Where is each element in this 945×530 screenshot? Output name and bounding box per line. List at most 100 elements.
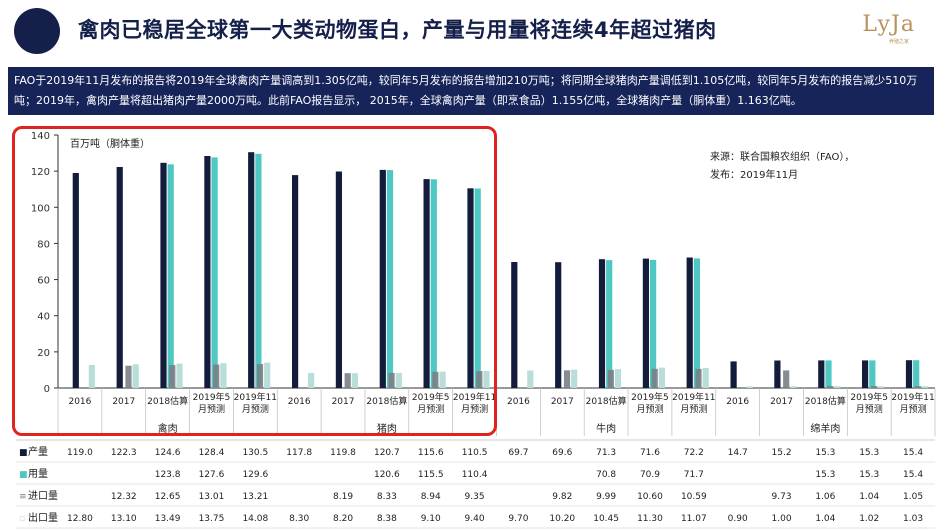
bar-用量: [869, 360, 876, 388]
table-cell: 10.20: [549, 514, 575, 524]
group-label: 猪肉: [377, 422, 397, 435]
table-cell: 110.4: [462, 470, 488, 480]
table-cell: 1.06: [815, 492, 835, 502]
table-cell: 71.6: [640, 448, 660, 458]
bar-进口量: [607, 369, 614, 388]
table-cell: 1.03: [903, 514, 923, 524]
table-cell: 9.40: [465, 514, 485, 524]
table-cell: 9.82: [552, 492, 572, 502]
table-cell: 115.5: [418, 470, 444, 480]
category-label: 2017: [332, 397, 355, 407]
bar-产量: [423, 179, 430, 388]
bar-产量: [511, 262, 518, 388]
bar-用量: [825, 360, 832, 388]
bar-进口量: [213, 364, 220, 388]
table-cell: 14.7: [728, 448, 748, 458]
table-cell: 8.38: [377, 514, 397, 524]
category-label: 月预测: [242, 404, 269, 415]
category-label: 2019年5: [631, 391, 669, 403]
table-cell: 0.90: [728, 514, 748, 524]
bar-用量: [474, 188, 481, 388]
bar-用量: [913, 360, 920, 388]
bar-出口量: [527, 370, 534, 388]
bar-进口量: [827, 386, 834, 388]
table-cell: 122.3: [111, 448, 137, 458]
table-cell: 72.2: [684, 448, 704, 458]
table-cell: 15.3: [815, 470, 835, 480]
bar-产量: [598, 259, 606, 388]
table-cell: 120.7: [374, 448, 400, 458]
bar-出口量: [88, 364, 95, 388]
table-cell: 14.08: [242, 514, 268, 524]
table-cell: 10.45: [593, 514, 619, 524]
table-cell: 117.8: [286, 448, 312, 458]
bar-产量: [204, 156, 211, 388]
table-cell: 1.05: [903, 492, 923, 502]
bar-出口量: [658, 367, 665, 388]
table-row-label: 产量: [28, 445, 48, 458]
table-cell: 123.8: [155, 470, 181, 480]
page-title: 禽肉已稳居全球第一大类动物蛋白，产量与用量将连续4年超过猪肉: [78, 18, 717, 42]
category-label: 2017: [770, 397, 793, 407]
table-cell: 15.2: [772, 448, 792, 458]
bar-产量: [905, 360, 913, 388]
table-cell: 1.04: [859, 492, 879, 502]
table-cell: 130.5: [242, 448, 268, 458]
table-row-label: 进口量: [28, 490, 58, 502]
bar-产量: [335, 171, 342, 388]
y-tick-label: 0: [44, 384, 50, 395]
group-label: 禽肉: [158, 422, 178, 435]
category-label: 月预测: [900, 404, 927, 415]
table-cell: 70.9: [640, 470, 660, 480]
table-cell: 1.00: [772, 514, 792, 524]
category-label: 月预测: [417, 404, 444, 415]
table-cell: 15.4: [903, 448, 923, 458]
table-cell: 71.7: [684, 470, 704, 480]
bar-出口量: [834, 386, 841, 388]
table-cell: 15.3: [859, 470, 879, 480]
table-cell: 120.6: [374, 470, 400, 480]
table-cell: 8.33: [377, 492, 397, 502]
bar-出口量: [790, 386, 797, 388]
table-cell: 13.01: [199, 492, 225, 502]
table-cell: 13.10: [111, 514, 137, 524]
bar-进口量: [256, 364, 264, 388]
bar-用量: [255, 153, 262, 388]
bar-产量: [774, 360, 781, 388]
category-label: 月预测: [461, 404, 488, 415]
table-cell: 70.8: [596, 470, 616, 480]
y-tick-label: 20: [37, 348, 50, 359]
bar-进口量: [169, 365, 176, 388]
table-cell: 11.07: [681, 514, 707, 524]
bar-产量: [379, 169, 386, 388]
bar-进口量: [563, 370, 571, 388]
bar-进口量: [344, 373, 351, 388]
category-label: 2016: [68, 397, 91, 407]
table-cell: 115.6: [418, 448, 444, 458]
category-label: 2018估算: [586, 395, 627, 407]
bar-产量: [555, 262, 562, 388]
y-tick-label: 40: [37, 312, 50, 323]
bar-产量: [292, 175, 299, 388]
bar-产量: [686, 257, 693, 388]
bar-出口量: [308, 373, 315, 388]
table-cell: 9.99: [596, 492, 616, 502]
table-cell: 15.4: [903, 470, 923, 480]
bar-进口量: [914, 386, 921, 388]
bar-出口量: [702, 368, 709, 388]
bar-用量: [211, 157, 218, 388]
y-tick-label: 60: [37, 276, 50, 287]
table-cell: 9.35: [465, 492, 485, 502]
table-cell: 69.7: [508, 448, 528, 458]
bar-进口量: [651, 368, 658, 388]
bar-进口量: [125, 365, 132, 388]
table-cell: 9.73: [772, 492, 792, 502]
table-cell: 13.21: [242, 492, 268, 502]
y-tick-label: 140: [31, 131, 50, 142]
bar-进口量: [388, 372, 395, 388]
bar-用量: [386, 170, 394, 388]
table-row-marker: ≡: [19, 492, 27, 502]
category-label: 2019年5: [850, 391, 888, 403]
table-row-label: 出口量: [28, 511, 58, 524]
brand-logo: LyJa: [862, 12, 915, 37]
